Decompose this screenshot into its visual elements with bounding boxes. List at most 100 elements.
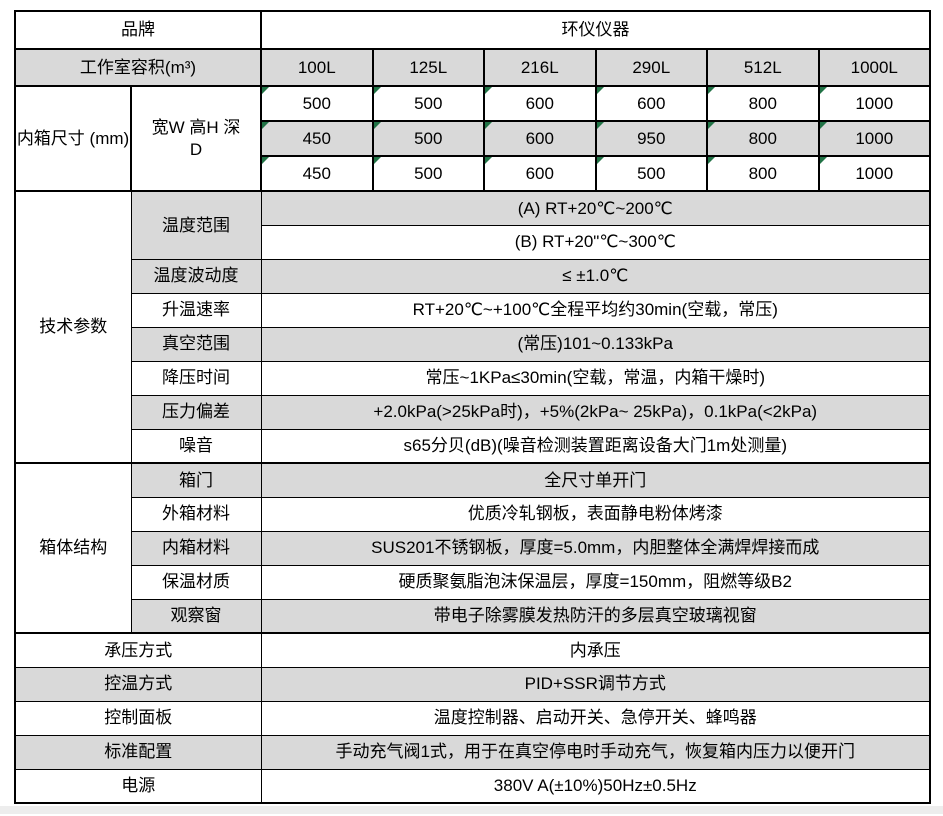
dimension-value: 500 [414,163,443,183]
cell-corner-marker-icon [262,157,269,164]
dimension-value: 800 [748,93,777,113]
table-row: 工作室容积(m³) 100L 125L 216L 290L 512L 1000L [14,48,931,87]
inner-size-label-cell: 内箱尺寸 (mm) [14,85,132,192]
dimension-value: 450 [302,128,331,148]
cell-corner-marker-icon [596,87,604,94]
volume-cell-125l: 125L [371,48,485,87]
table-row: 450 500 600 950 800 1000 [15,120,931,157]
cell-corner-marker-icon [262,87,269,94]
cell-corner-marker-icon [373,157,381,164]
dimension-value: 500 [414,93,443,113]
spec-value-cell: 内承压 [260,632,931,668]
table-row: 标准配置 手动充气阀1式，用于在真空停电时手动充气，恢复箱内压力以便开门 [14,734,931,770]
volume-cell-1000l: 1000L [817,48,931,87]
volume-cell-100l: 100L [260,48,374,87]
table-row: 真空范围 (常压)101~0.133kPa [15,326,931,362]
table-row: 降压时间 常压~1KPa≤30min(空载，常温，内箱干燥时) [15,360,931,396]
spec-label-cell: 真空范围 [130,326,262,362]
cell-corner-marker-icon [596,157,604,164]
inner-size-sublabel: 宽W 高H 深D [151,118,241,159]
table-row: 承压方式 内承压 [14,632,931,668]
dimension-cell: 1000 [817,155,931,192]
spec-value-cell: ≤ ±1.0℃ [260,258,931,294]
brand-value-cell: 环仪仪器 [260,10,931,50]
dimension-value: 600 [525,128,554,148]
cell-corner-marker-icon [485,122,492,129]
cell-corner-marker-icon [485,87,492,94]
spec-value-cell: 优质冷轧钢板，表面静电粉体烤漆 [260,496,931,532]
dimension-cell: 450 [260,155,374,192]
cell-corner-marker-icon [819,157,827,164]
dimension-value: 1000 [855,163,894,183]
brand-label-cell: 品牌 [14,10,262,50]
spec-label-cell: 观察窗 [130,598,262,634]
cell-corner-marker-icon [485,157,492,164]
spec-label-cell: 噪音 [130,428,262,464]
dimension-value: 500 [414,128,443,148]
spec-label-cell: 保温材质 [130,564,262,600]
spec-value-cell: 硬质聚氨脂泡沫保温层，厚度=150mm，阻燃等级B2 [260,564,931,600]
dimension-cell: 450 [260,120,374,157]
cell-corner-marker-icon [708,122,715,129]
cell-corner-marker-icon [373,87,381,94]
dimension-value: 1000 [855,93,894,113]
spec-value-cell: s65分贝(dB)(噪音检测装置距离设备大门1m处测量) [260,428,931,464]
spec-label-cell: 外箱材料 [130,496,262,532]
spec-value-cell: 380V A(±10%)50Hz±0.5Hz [260,768,931,804]
table-row: 内箱尺寸 (mm) 宽W 高H 深D 500 500 600 600 800 1… [14,85,931,192]
spec-value-cell: 温度控制器、启动开关、急停开关、蜂鸣器 [260,700,931,736]
cell-corner-marker-icon [708,87,715,94]
dimension-value: 1000 [855,128,894,148]
table-row: 电源 380V A(±10%)50Hz±0.5Hz [14,768,931,804]
dimension-value: 600 [525,163,554,183]
dimension-cell: 500 [371,155,485,192]
dimension-value: 500 [637,163,666,183]
cell-corner-marker-icon [262,122,269,129]
table-row: 升温速率 RT+20℃~+100℃全程平均约30min(空载，常压) [15,292,931,328]
table-row: 温度波动度 ≤ ±1.0℃ [15,258,931,294]
dimension-cell: 600 [483,85,597,122]
cell-corner-marker-icon [819,122,827,129]
dimension-value: 600 [525,93,554,113]
spec-label-cell: 控温方式 [14,666,262,702]
spec-label-cell: 升温速率 [130,292,262,328]
dimension-value: 600 [637,93,666,113]
spec-value-cell: 手动充气阀1式，用于在真空停电时手动充气，恢复箱内压力以便开门 [260,734,931,770]
cell-corner-marker-icon [819,87,827,94]
spec-value-cell: PID+SSR调节方式 [260,666,931,702]
dimension-cell: 1000 [817,85,931,122]
spec-label-cell: 内箱材料 [130,530,262,566]
dimension-cell: 1000 [817,120,931,157]
spec-label-cell: 标准配置 [14,734,262,770]
cell-corner-marker-icon [708,157,715,164]
dimension-cell: 800 [706,85,820,122]
table-row: 控温方式 PID+SSR调节方式 [14,666,931,702]
spec-value-cell: SUS201不锈钢板，厚度=5.0mm，内胆整体全满焊焊接而成 [260,530,931,566]
spec-value-cell: RT+20℃~+100℃全程平均约30min(空载，常压) [260,292,931,328]
spec-value-cell: (常压)101~0.133kPa [260,326,931,362]
cell-corner-marker-icon [373,122,381,129]
table-row: 外箱材料 优质冷轧钢板，表面静电粉体烤漆 [15,496,931,532]
spec-label-cell: 压力偏差 [130,394,262,430]
table-row: 压力偏差 +2.0kPa(>25kPa时)，+5%(2kPa~ 25kPa)，0… [15,394,931,430]
dimension-value: 450 [302,163,331,183]
tech-section-cell: 技术参数 [14,190,132,464]
spec-value-cell: 带电子除雾膜发热防汗的多层真空玻璃视窗 [260,598,931,634]
spec-label-cell: 降压时间 [130,360,262,396]
dimension-cell: 500 [371,85,485,122]
spec-value-cell: (A) RT+20℃~200℃ [260,190,931,226]
table-row: 观察窗 带电子除雾膜发热防汗的多层真空玻璃视窗 [15,598,931,634]
spec-label-cell: 控制面板 [14,700,262,736]
inner-size-sublabel-cell: 宽W 高H 深D [130,85,262,192]
spec-table-container: 品牌 环仪仪器 工作室容积(m³) 100L 125L 216L 290L 51… [14,10,931,804]
table-row: 内箱材料 SUS201不锈钢板，厚度=5.0mm，内胆整体全满焊焊接而成 [15,530,931,566]
spec-value-cell: 全尺寸单开门 [260,462,931,498]
spec-label-cell: 温度范围 [130,190,262,260]
spec-value-cell: +2.0kPa(>25kPa时)，+5%(2kPa~ 25kPa)，0.1kPa… [260,394,931,430]
table-row: 品牌 环仪仪器 [14,10,931,50]
dimension-value: 500 [302,93,331,113]
table-row: 控制面板 温度控制器、启动开关、急停开关、蜂鸣器 [14,700,931,736]
volume-cell-290l: 290L [594,48,708,87]
spec-value-cell: 常压~1KPa≤30min(空载，常温，内箱干燥时) [260,360,931,396]
dimension-cell: 500 [260,85,374,122]
